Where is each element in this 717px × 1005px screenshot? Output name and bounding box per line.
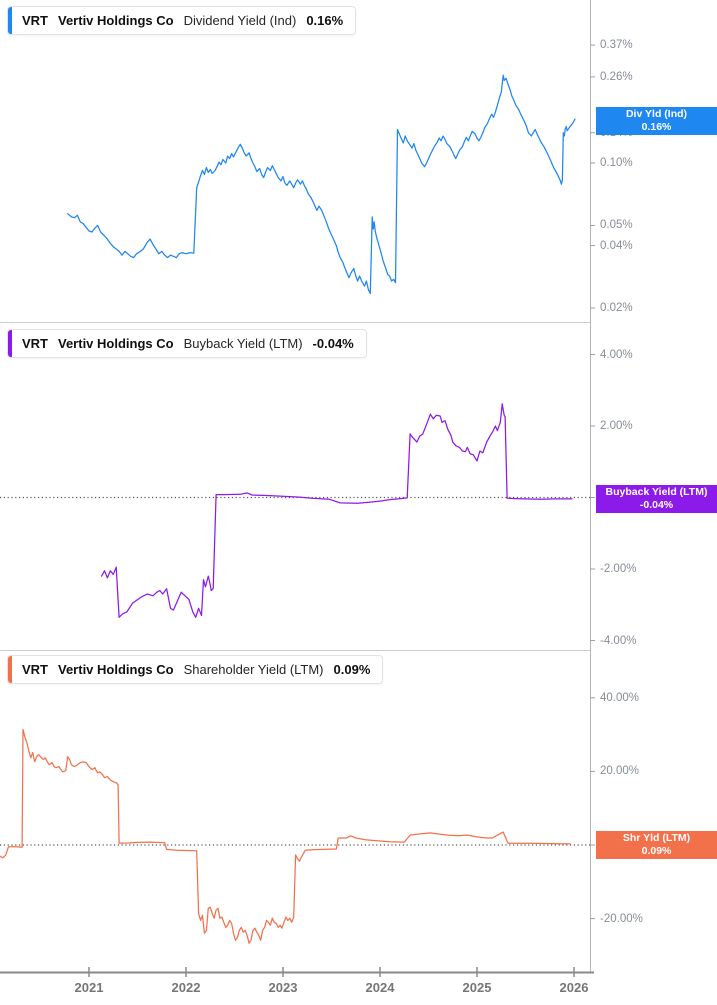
y-axis-label: -4.00% [600,634,637,647]
badge-value-label: 0.09% [641,844,672,857]
metric-name: Dividend Yield (Ind) [183,13,297,28]
y-axis-label: 2.00% [600,420,633,432]
y-axis-label: -20.00% [600,912,643,925]
metric-value: 0.09% [333,662,371,677]
y-axis-label: 0.10% [600,157,633,169]
y-axis-label: 0.05% [600,219,633,232]
company-name: Vertiv Holdings Co [58,662,174,677]
ticker-label: VRT [22,336,48,351]
y-axis-label: 0.37% [600,39,633,52]
last-value-badge-shr-yld[interactable]: Shr Yld (LTM) 0.09% [596,830,717,859]
security-metric-chip-shareholder-yield[interactable]: VRT Vertiv Holdings Co Shareholder Yield… [7,655,384,684]
y-axis-label: 0.02% [600,302,633,315]
x-axis-label: 2024 [365,980,395,995]
ticker-label: VRT [22,13,48,28]
security-metric-chip-buyback-yield[interactable]: VRT Vertiv Holdings Co Buyback Yield (LT… [7,329,367,358]
badge-metric-label: Buyback Yield (LTM) [605,486,708,499]
company-name: Vertiv Holdings Co [58,336,174,351]
y-axis-label: 4.00% [600,348,633,361]
badge-value-label: -0.04% [639,498,674,511]
series-line-0 [67,74,576,295]
last-value-badge-buyback-yield[interactable]: Buyback Yield (LTM) -0.04% [596,484,717,513]
y-axis-label: 40.00% [600,691,640,704]
x-axis-label: 2025 [462,980,492,995]
series-line-1 [100,403,573,618]
metric-value: 0.16% [306,13,344,28]
metric-name: Buyback Yield (LTM) [183,336,303,351]
chip-accent-bar [8,656,12,683]
metric-name: Shareholder Yield (LTM) [183,662,324,677]
y-axis-label: 20.00% [600,765,640,778]
series-line-2 [0,728,571,944]
badge-metric-label: Div Yld (Ind) [625,108,688,121]
chip-accent-bar [8,7,12,34]
last-value-badge-div-yld[interactable]: Div Yld (Ind) 0.16% [596,106,717,135]
y-axis-label: 0.04% [600,239,633,252]
security-metric-chip-dividend-yield[interactable]: VRT Vertiv Holdings Co Dividend Yield (I… [7,6,357,35]
company-name: Vertiv Holdings Co [58,13,174,28]
badge-value-label: 0.16% [641,120,672,133]
y-axis-label: 0.26% [600,70,633,83]
ticker-label: VRT [22,662,48,677]
badge-metric-label: Shr Yld (LTM) [622,832,691,845]
chip-accent-bar [8,330,12,357]
x-axis-label: 2022 [171,980,201,995]
x-axis-label: 2021 [74,980,104,995]
y-axis-label: -2.00% [600,563,637,575]
x-axis-label: 2023 [268,980,298,995]
metric-value: -0.04% [312,336,354,351]
x-axis-label: 2026 [559,980,589,995]
